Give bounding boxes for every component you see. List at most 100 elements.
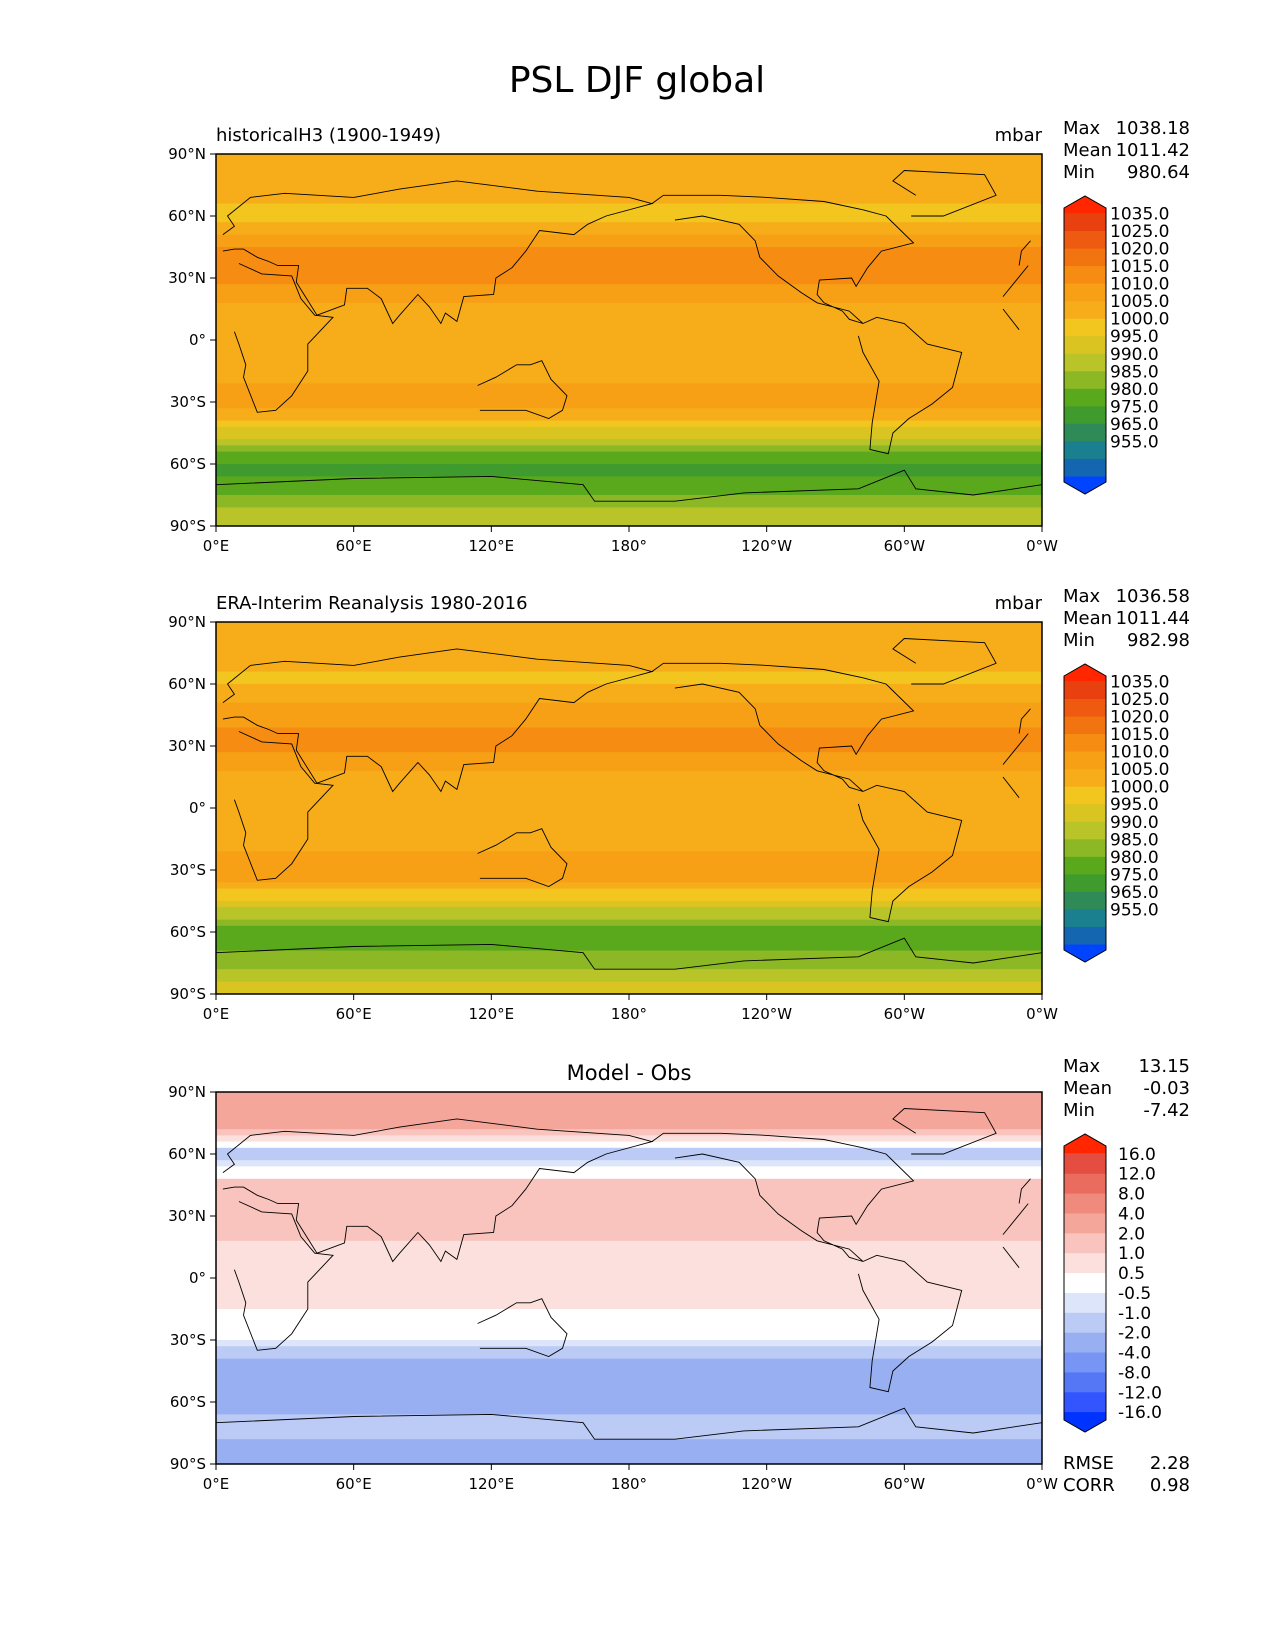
stat-label: Max	[1063, 1056, 1101, 1077]
lon-tick-label: 60°W	[884, 537, 926, 555]
coastline-s-america	[857, 316, 963, 455]
map-panel-1: 90°N 60°N 30°N 0° 30°S 60°S 90°S 0°E 60°E 120°E 18…	[168, 118, 1190, 555]
colorbar-label: 955.0	[1110, 432, 1159, 452]
coastline-africa	[1002, 308, 1020, 330]
lat-tick-label: 90°S	[170, 517, 206, 535]
lat-tick-label: 60°S	[170, 1393, 206, 1411]
stat-value: 982.98	[1127, 630, 1190, 651]
colorbar-swatch	[1064, 1312, 1106, 1334]
colorbar-label: 965.0	[1110, 415, 1159, 435]
stat-label: Min	[1063, 162, 1095, 183]
colorbar-swatch	[1064, 1213, 1106, 1234]
colorbar-swatch	[1064, 406, 1106, 425]
stat-value: -7.42	[1143, 1100, 1190, 1121]
lon-tick-label: 120°E	[469, 537, 515, 555]
field-contours	[216, 154, 1042, 526]
lat-tick-label: 30°S	[170, 1331, 206, 1349]
coastline-antarctica	[216, 937, 1042, 970]
extra-stat-label: RMSE	[1063, 1453, 1114, 1474]
stat-value: 13.15	[1138, 1056, 1190, 1077]
lon-tick-label: 60°W	[884, 1475, 926, 1493]
colorbar-label: 1020.0	[1110, 240, 1169, 260]
colorbar-swatch	[1064, 336, 1106, 355]
colorbar-label: -12.0	[1118, 1383, 1162, 1403]
coastline-europe-asia	[222, 648, 654, 793]
lat-tick-label: 0°	[189, 1269, 206, 1287]
colorbar-label: 980.0	[1110, 380, 1159, 400]
colorbar-swatch	[1064, 1372, 1106, 1393]
extra-stat-value: 0.98	[1150, 1475, 1190, 1496]
colorbar-swatch	[1064, 891, 1106, 910]
colorbar-label: 1000.0	[1110, 778, 1169, 798]
lon-tick-label: 120°W	[741, 1005, 792, 1023]
colorbar-swatch	[1064, 734, 1106, 753]
colorbar-label: 990.0	[1110, 813, 1159, 833]
colorbar-swatch	[1064, 1332, 1106, 1354]
colorbar-extend-min	[1064, 944, 1106, 962]
colorbar-swatch	[1064, 874, 1106, 893]
colorbar-label: -0.5	[1118, 1284, 1151, 1304]
stat-label: Min	[1063, 630, 1095, 651]
coastline-australia	[477, 828, 568, 887]
panel-units: mbar	[995, 593, 1043, 614]
coastline-europe-asia	[1018, 1178, 1031, 1204]
lon-tick-label: 0°E	[203, 1475, 230, 1493]
colorbar-swatch	[1064, 283, 1106, 302]
colorbar-label: 995.0	[1110, 795, 1159, 815]
lon-tick-label: 60°W	[884, 1005, 926, 1023]
lat-tick-label: 0°	[189, 331, 206, 349]
colorbar-label: 1015.0	[1110, 257, 1169, 277]
panel-title: Model - Obs	[567, 1061, 692, 1085]
colorbar-extend-max	[1064, 1134, 1106, 1154]
lon-tick-label: 0°W	[1026, 1475, 1058, 1493]
extra-stat-label: CORR	[1063, 1475, 1115, 1496]
colorbar-label: 1035.0	[1110, 673, 1169, 693]
colorbar-label: 990.0	[1110, 345, 1159, 365]
colorbar-label: -2.0	[1118, 1324, 1151, 1344]
colorbar-label: 1005.0	[1110, 292, 1169, 312]
colorbar-label: 1020.0	[1110, 708, 1169, 728]
coastlines	[216, 638, 1042, 970]
lat-tick-label: 60°S	[170, 455, 206, 473]
coastline-europe-asia	[1018, 708, 1031, 734]
lon-tick-label: 120°W	[741, 1475, 792, 1493]
colorbar-swatch	[1064, 769, 1106, 788]
lat-tick-label: 60°S	[170, 923, 206, 941]
colorbar-swatch	[1064, 458, 1106, 477]
colorbar: 1035.01025.01020.01015.01010.01005.01000…	[1063, 195, 1169, 495]
colorbar-swatch	[1064, 266, 1106, 285]
colorbar-swatch	[1064, 301, 1106, 320]
coastline-africa	[1002, 265, 1029, 297]
colorbar-label: 975.0	[1110, 865, 1159, 885]
colorbar-swatch	[1064, 1253, 1106, 1274]
figure-title: PSL DJF global	[509, 60, 765, 101]
stat-label: Min	[1063, 1100, 1095, 1121]
coastline-europe-asia	[1018, 240, 1031, 266]
coastline-africa	[1002, 1246, 1020, 1268]
colorbar-label: 995.0	[1110, 327, 1159, 347]
colorbar-swatch	[1064, 786, 1106, 805]
colorbar-swatch	[1064, 353, 1106, 372]
field-contours	[216, 622, 1042, 994]
colorbar-extend-min	[1064, 1412, 1106, 1432]
coastline-antarctica	[216, 1407, 1042, 1440]
lon-tick-label: 180°	[611, 1475, 647, 1493]
lat-tick-label: 60°N	[168, 675, 206, 693]
colorbar: 1035.01025.01020.01015.01010.01005.01000…	[1063, 663, 1169, 963]
coastline-s-america	[857, 1254, 963, 1393]
colorbar-outline	[1063, 1133, 1107, 1433]
lat-tick-label: 90°N	[168, 145, 206, 163]
colorbar-label: 1010.0	[1110, 743, 1169, 763]
colorbar-swatch	[1064, 423, 1106, 442]
colorbar-swatch	[1064, 441, 1106, 460]
extra-stat-value: 2.28	[1150, 1453, 1190, 1474]
colorbar-swatch	[1064, 1193, 1106, 1214]
lat-tick-label: 0°	[189, 799, 206, 817]
coastline-greenland	[892, 1108, 997, 1155]
lat-tick-label: 90°S	[170, 985, 206, 1003]
coastline-australia	[477, 1298, 568, 1357]
colorbar-outline	[1063, 663, 1107, 963]
colorbar-label: 985.0	[1110, 830, 1159, 850]
coastline-africa	[233, 1201, 334, 1351]
